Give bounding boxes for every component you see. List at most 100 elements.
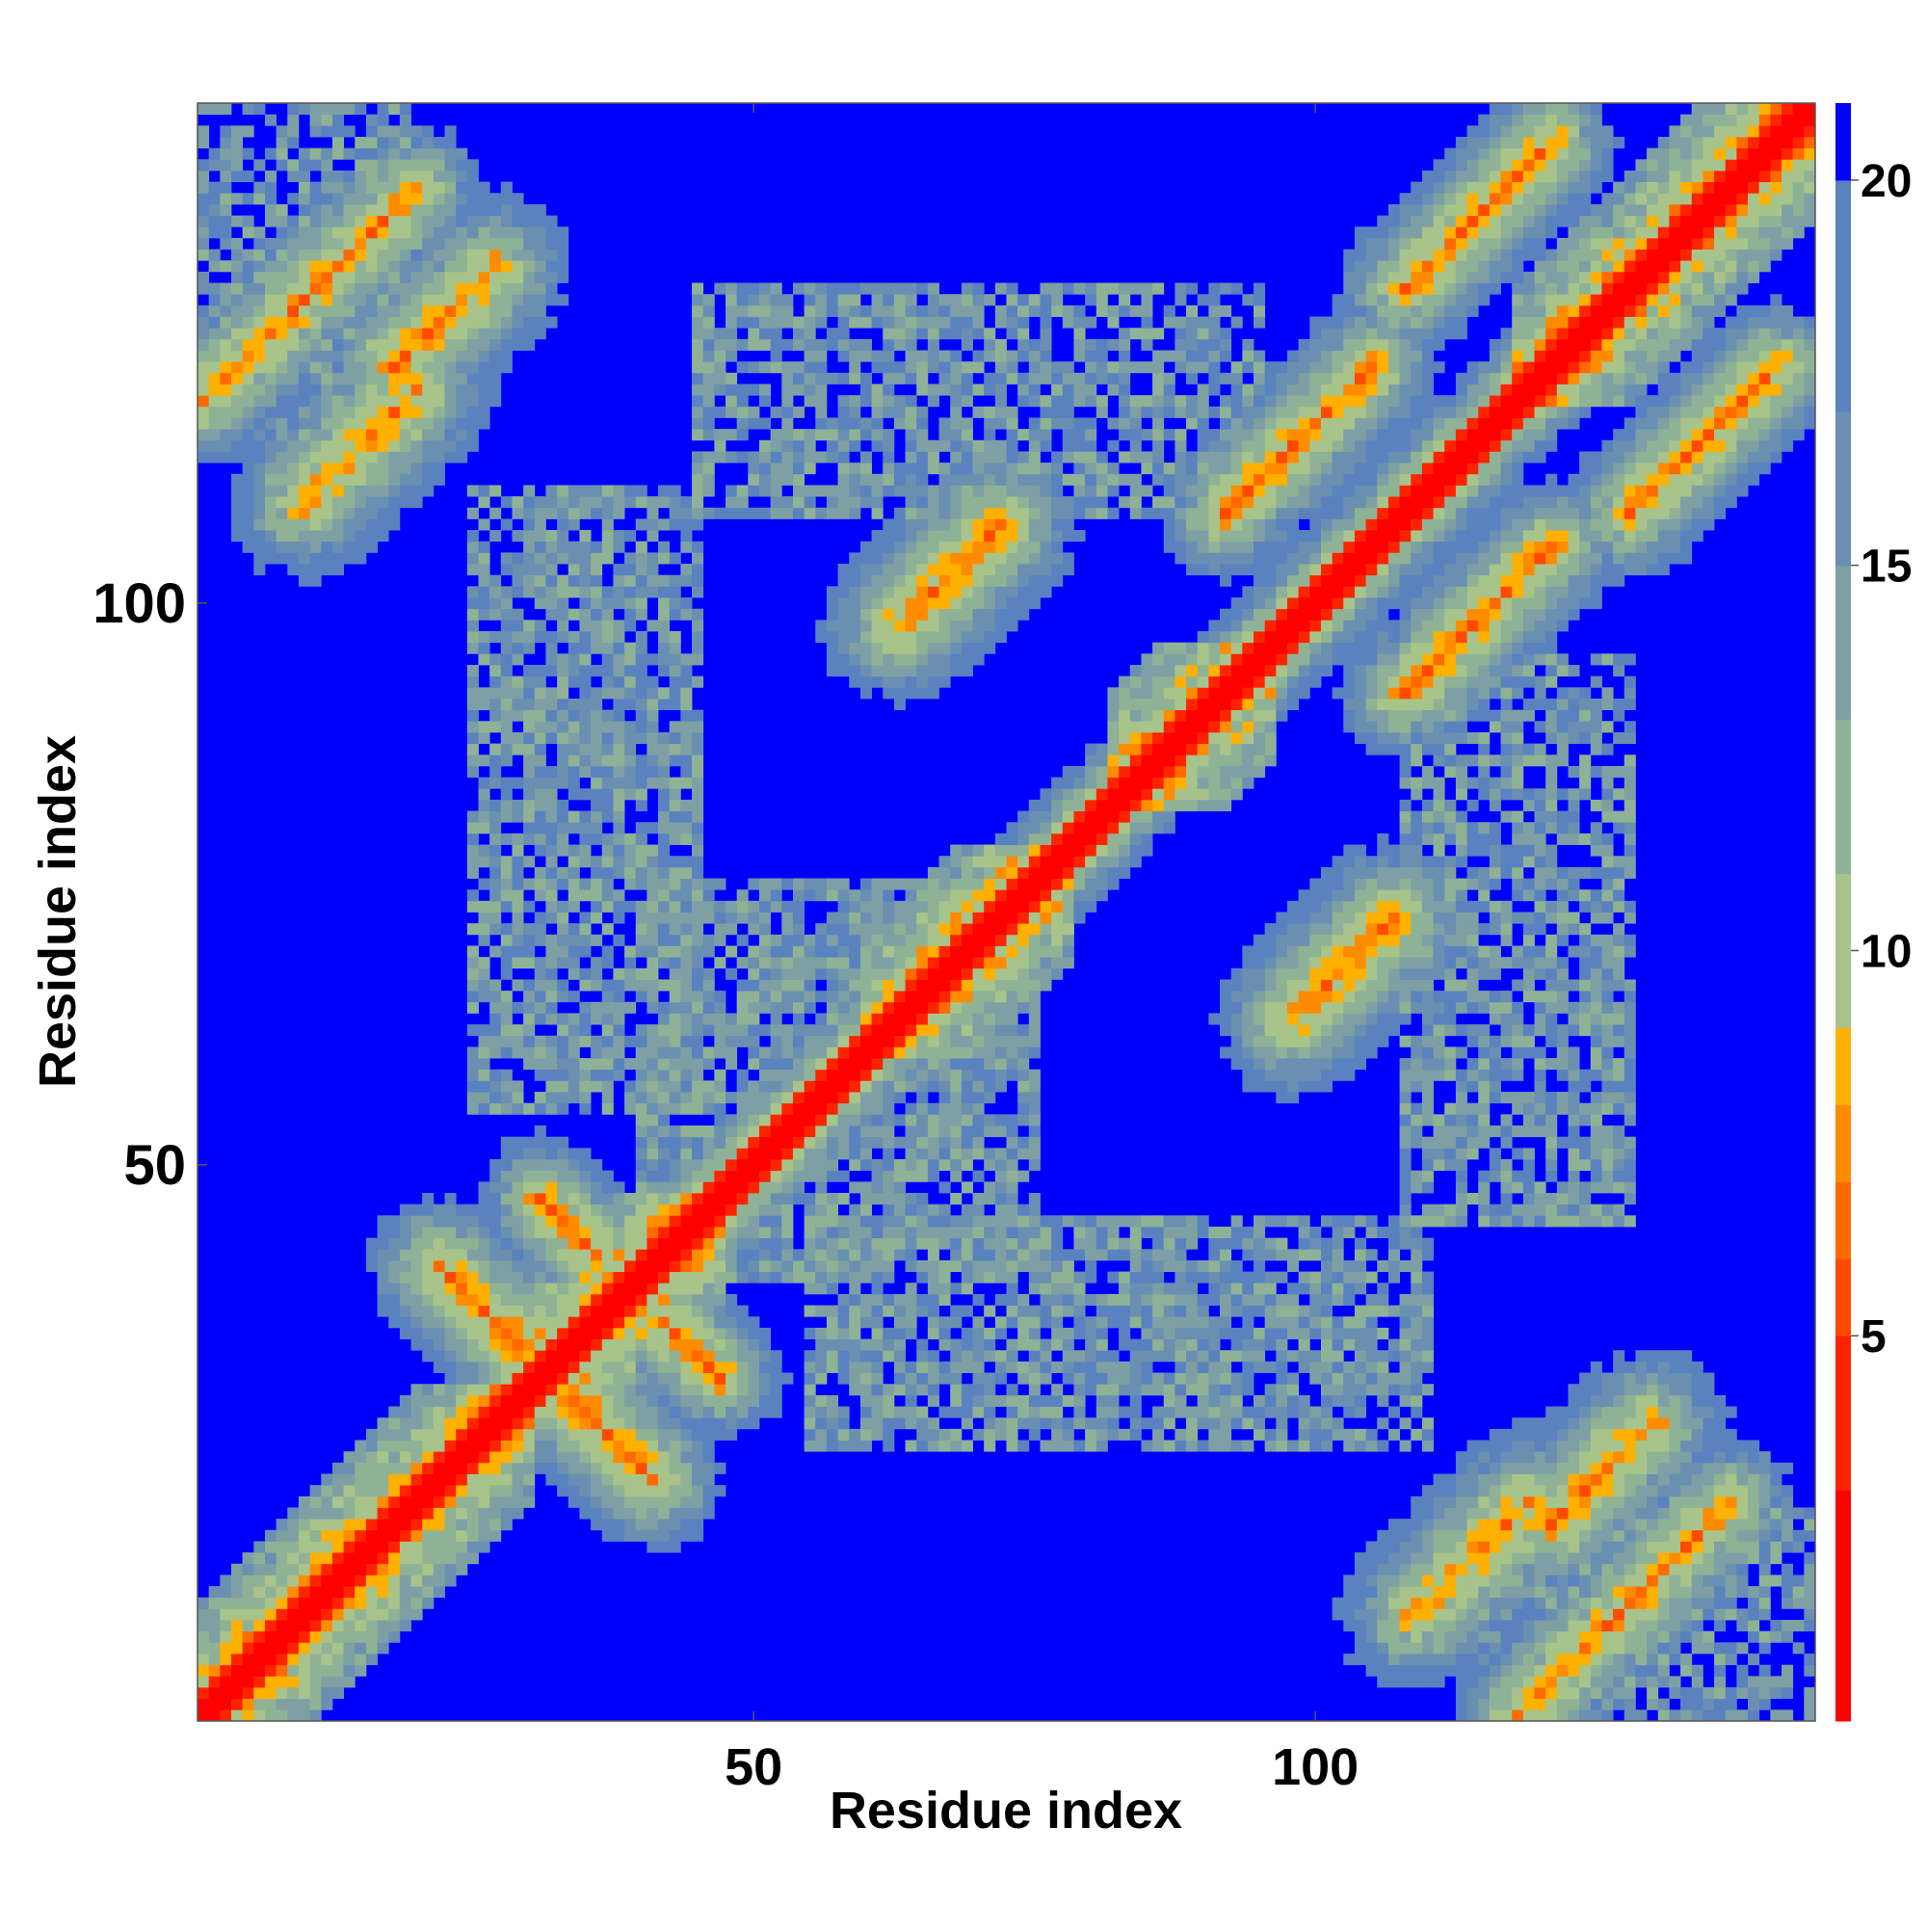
heatmap-cell <box>545 1372 558 1385</box>
heatmap-cell <box>512 1327 524 1339</box>
heatmap-cell <box>702 1237 715 1250</box>
heatmap-cell <box>961 1361 973 1373</box>
heatmap-cell <box>534 1338 546 1351</box>
heatmap-cell <box>692 957 704 969</box>
heatmap-cell <box>534 552 546 565</box>
heatmap-cell <box>748 1361 760 1373</box>
heatmap-cell <box>883 1024 895 1037</box>
heatmap-cell <box>377 170 389 183</box>
heatmap-cell <box>849 1237 861 1250</box>
heatmap-cell <box>545 1338 558 1351</box>
heatmap-cell <box>849 1293 861 1306</box>
heatmap-cell <box>748 507 760 519</box>
heatmap-cell <box>702 1394 715 1407</box>
heatmap-cell <box>849 597 861 610</box>
heatmap-cell <box>253 181 266 194</box>
heatmap-cell <box>489 226 502 239</box>
heatmap-cell <box>242 1642 254 1654</box>
heatmap-cell <box>399 1316 411 1329</box>
heatmap-cell <box>410 271 423 283</box>
heatmap-cell <box>321 1575 333 1587</box>
heatmap-cell <box>781 507 794 519</box>
heatmap-cell <box>613 1035 625 1047</box>
heatmap-cell <box>635 608 647 621</box>
heatmap-cell <box>422 1305 435 1317</box>
heatmap-cell <box>489 1046 502 1059</box>
heatmap-cell <box>758 1170 772 1182</box>
heatmap-cell <box>680 1080 693 1093</box>
heatmap-cell <box>702 429 715 441</box>
heatmap-cell <box>927 552 939 565</box>
heatmap-cell <box>635 991 647 1003</box>
heatmap-cell <box>410 181 423 194</box>
heatmap-cell <box>466 1440 479 1452</box>
heatmap-cell <box>253 1676 266 1688</box>
heatmap-cell <box>859 463 872 475</box>
heatmap-cell <box>714 934 726 946</box>
heatmap-cell <box>478 934 490 946</box>
heatmap-cell <box>714 1271 726 1284</box>
heatmap-cell <box>355 193 367 205</box>
heatmap-cell <box>658 1406 671 1418</box>
heatmap-cell <box>658 1092 671 1104</box>
heatmap-cell <box>230 159 244 172</box>
heatmap-cell <box>770 350 782 362</box>
heatmap-cell <box>938 586 951 598</box>
heatmap-cell <box>264 406 277 418</box>
heatmap-cell <box>680 507 693 519</box>
heatmap-cell <box>635 1159 647 1172</box>
heatmap-cell <box>905 1125 917 1138</box>
heatmap-cell <box>365 496 378 509</box>
heatmap-cell <box>478 193 490 205</box>
heatmap-cell <box>523 530 536 543</box>
heatmap-cell <box>331 473 344 486</box>
heatmap-cell <box>647 709 659 722</box>
heatmap-cell <box>680 743 693 755</box>
heatmap-cell <box>456 1271 468 1284</box>
heatmap-cell <box>714 451 726 463</box>
heatmap-cell <box>804 1159 816 1172</box>
heatmap-cell <box>410 136 423 149</box>
heatmap-cell <box>871 530 884 543</box>
heatmap-cell <box>792 889 805 902</box>
heatmap-cell <box>736 1338 749 1351</box>
heatmap-cell <box>557 912 569 924</box>
heatmap-cell <box>568 1024 580 1037</box>
heatmap-cell <box>264 350 277 362</box>
heatmap-cell <box>635 1204 647 1216</box>
heatmap-cell <box>388 136 401 149</box>
heatmap-cell <box>938 1215 951 1228</box>
heatmap-cell <box>647 507 659 519</box>
heatmap-cell <box>242 1620 254 1632</box>
heatmap-cell <box>388 1440 401 1452</box>
heatmap-cell <box>478 878 490 890</box>
heatmap-cell <box>613 822 625 834</box>
heatmap-cell <box>961 496 973 509</box>
heatmap-cell <box>410 1608 423 1621</box>
heatmap-cell <box>613 1259 625 1273</box>
heatmap-cell <box>647 934 659 946</box>
heatmap-cell <box>893 1069 906 1081</box>
heatmap-cell <box>489 1181 502 1194</box>
heatmap-cell <box>534 698 546 711</box>
heatmap-cell <box>893 957 906 969</box>
heatmap-cell <box>298 1664 310 1677</box>
heatmap-cell <box>321 1473 333 1486</box>
heatmap-cell <box>355 518 367 531</box>
heatmap-cell <box>422 1575 435 1587</box>
heatmap-cell <box>984 1259 996 1273</box>
heatmap-cell <box>478 631 490 644</box>
heatmap-cell <box>781 316 794 329</box>
heatmap-cell <box>883 1125 895 1138</box>
heatmap-cell <box>355 103 367 116</box>
heatmap-cell <box>422 1428 435 1441</box>
heatmap-cell <box>635 1058 647 1071</box>
heatmap-cell <box>343 417 356 430</box>
heatmap-cell <box>748 991 760 1003</box>
heatmap-cell <box>961 586 973 598</box>
heatmap-cell <box>961 541 973 553</box>
heatmap-cell <box>331 338 344 351</box>
heatmap-cell <box>489 574 502 587</box>
heatmap-cell <box>871 1350 884 1363</box>
heatmap-cell <box>601 1102 614 1115</box>
